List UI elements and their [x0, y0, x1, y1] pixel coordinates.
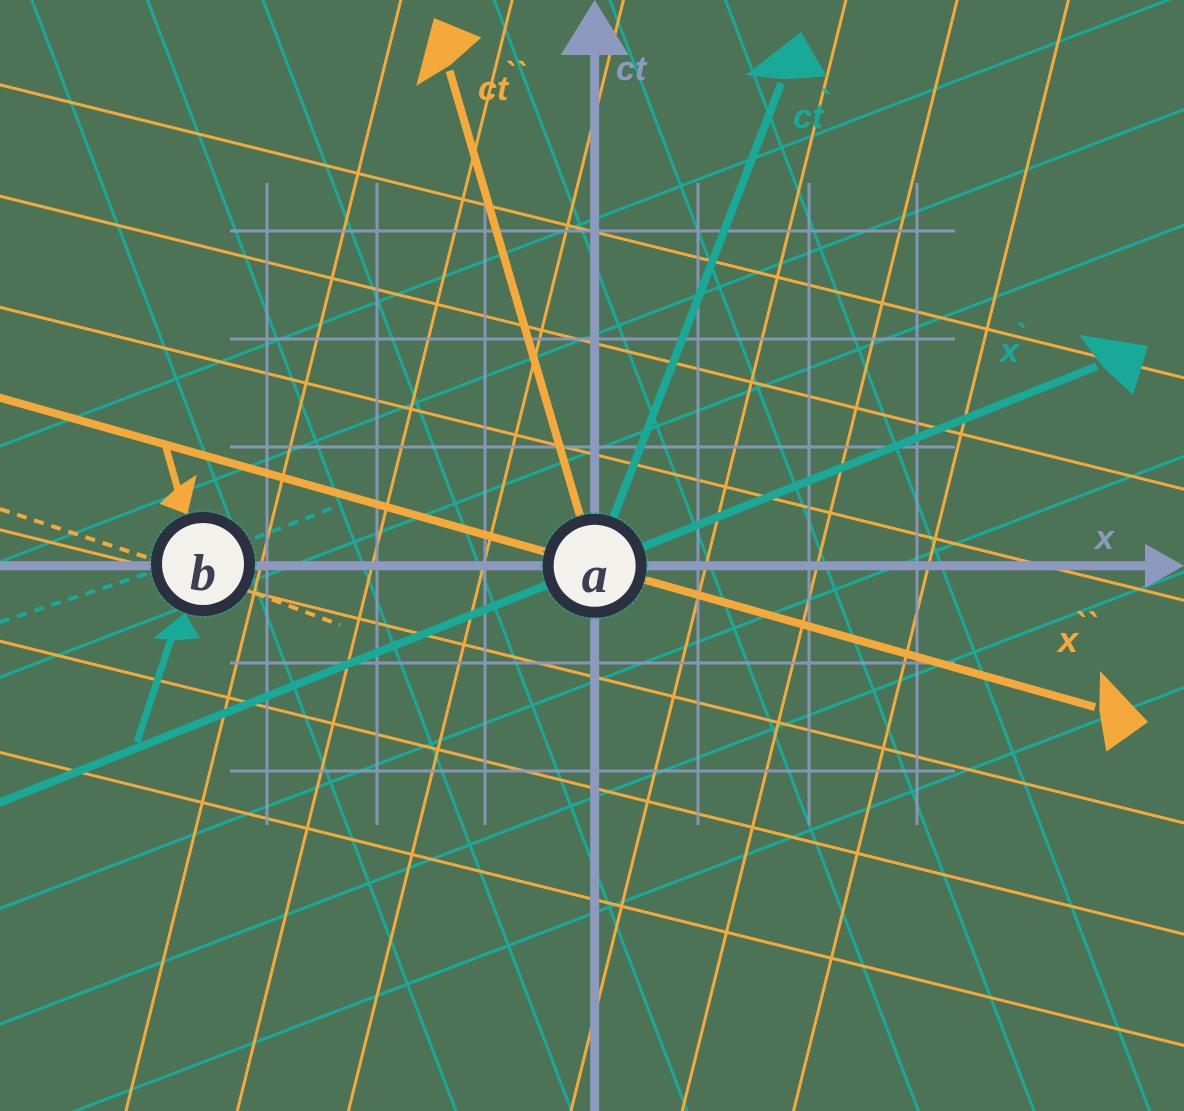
- svg-text:a: a: [582, 547, 608, 604]
- svg-text:ct: ct: [616, 50, 648, 88]
- svg-text:x: x: [1093, 519, 1116, 557]
- svg-text:b: b: [190, 545, 216, 602]
